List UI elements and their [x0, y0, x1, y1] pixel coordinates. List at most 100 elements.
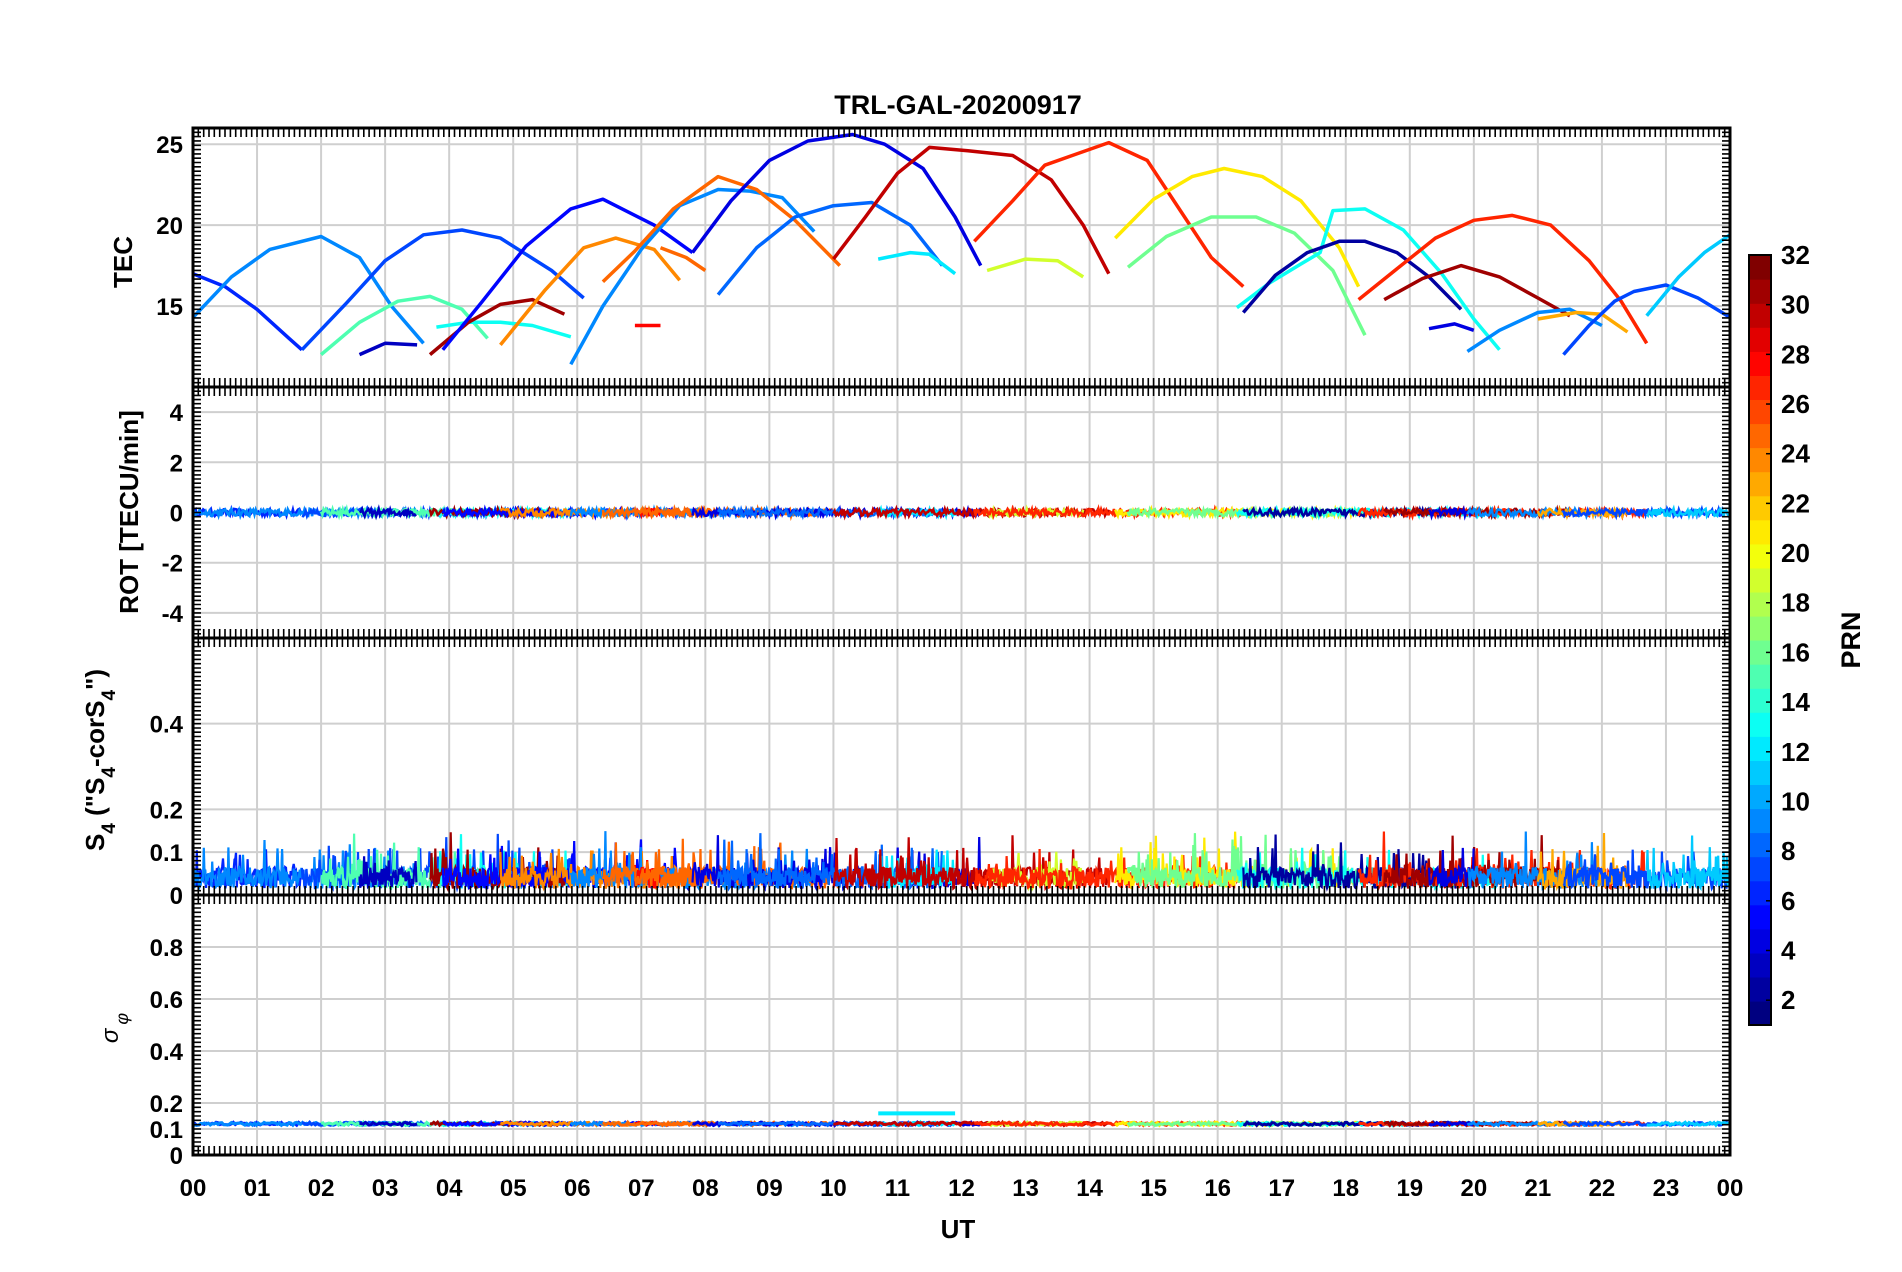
- x-tick-label: 04: [436, 1175, 463, 1202]
- colorbar-tick-label: 26: [1781, 389, 1810, 419]
- x-tick-label: 10: [820, 1175, 847, 1202]
- colorbar-segment: [1749, 351, 1771, 376]
- x-tick-label: 13: [1012, 1175, 1039, 1202]
- colorbar-segment: [1749, 664, 1771, 689]
- colorbar-tick-label: 10: [1781, 786, 1810, 816]
- sigma-phi-ylabel-a: σ: [97, 1027, 124, 1043]
- x-tick-labels: 00 01 02 03 04 05 06 07 08 09 10 11 12 13 14 15 16 17 18 19…: [180, 1175, 1744, 1202]
- x-tick-label: 17: [1268, 1175, 1295, 1202]
- x-tick-label: 03: [372, 1175, 399, 1202]
- tec-series-prn-31: [1383, 263, 1571, 318]
- tec-series-prn-5: [441, 197, 694, 351]
- colorbar-segment: [1749, 688, 1771, 713]
- sigma-phi-ytick-label: 0.4: [150, 1039, 184, 1066]
- tec-ylabel: TEC: [108, 236, 138, 288]
- colorbar-segment: [1749, 519, 1771, 545]
- rot-series-prn-23: [1536, 504, 1629, 521]
- rot-series-prn-4: [1428, 505, 1475, 521]
- tec-panel: 15 20 25: [156, 126, 1732, 389]
- colorbar-segment: [1749, 952, 1771, 978]
- sigma-phi-ytick-label: 0.6: [150, 987, 183, 1014]
- colorbar-tick-label: 24: [1781, 439, 1810, 469]
- x-tick-label: 18: [1332, 1175, 1359, 1202]
- tec-axis-ticks: [192, 127, 1731, 388]
- s4-ylabel-f: 4: [99, 690, 120, 701]
- x-tick-label: 08: [692, 1175, 719, 1202]
- tec-series-prn-2: [1241, 239, 1463, 314]
- tec-series-prn-13: [1235, 207, 1501, 351]
- colorbar-frame: [1748, 254, 1772, 1026]
- colorbar-segment: [1749, 543, 1771, 569]
- tec-series-prn-23: [1537, 310, 1629, 334]
- tec-series-prn-7: [300, 228, 585, 352]
- sigma-phi-ytick-label: 0.8: [150, 935, 183, 962]
- x-tick-label: 00: [1717, 1175, 1744, 1202]
- colorbar-segment: [1749, 1000, 1771, 1026]
- colorbar-segment: [1749, 255, 1771, 280]
- colorbar-segment: [1749, 567, 1771, 593]
- tec-series-prn-25: [659, 246, 707, 272]
- colorbar-segment: [1749, 640, 1771, 665]
- sigma-phi-series-prn-7: [1562, 1119, 1730, 1128]
- s4-series-prn-9: [1467, 831, 1603, 891]
- colorbar-segment: [1749, 736, 1771, 761]
- tec-series-prn-9: [1466, 307, 1603, 353]
- tec-ytick-label: 25: [156, 132, 183, 159]
- sigma-phi-series-prn-3: [359, 1120, 418, 1128]
- rot-series-prn-11: [1645, 504, 1732, 521]
- tec-series-prn-7: [1562, 283, 1731, 356]
- x-tick-label: 15: [1140, 1175, 1167, 1202]
- s4-ylabel: S4 ("S4-corS4"): [80, 669, 120, 851]
- s4-ytick-label: 0.2: [150, 797, 183, 824]
- tec-series-prn-16: [1126, 215, 1367, 336]
- rot-series-prn-25: [659, 504, 707, 519]
- tec-series-prn-6: [192, 272, 304, 352]
- tec-series-prn-12: [877, 250, 957, 276]
- sigma-phi-axis-ticks: [192, 894, 1731, 1156]
- tec-series-prn-4: [691, 132, 983, 267]
- tec-ytick-label: 15: [156, 294, 183, 321]
- s4-ylabel-d: 4: [99, 767, 120, 778]
- colorbar-segment: [1749, 591, 1771, 617]
- sigma-phi-ytick-label: 0.2: [150, 1091, 183, 1118]
- tec-series-prn-21: [1113, 166, 1361, 288]
- colorbar-segment: [1749, 784, 1771, 810]
- colorbar-segment: [1749, 712, 1771, 737]
- x-tick-label: 20: [1460, 1175, 1487, 1202]
- x-tick-label: 02: [308, 1175, 335, 1202]
- tec-series-prn-19: [986, 257, 1085, 279]
- tec-ytick-label: 20: [156, 213, 183, 240]
- colorbar-tick-label: 28: [1781, 339, 1810, 369]
- s4-ytick-label: 0.1: [150, 840, 183, 867]
- s4-axis-ticks: [192, 637, 1731, 896]
- x-tick-label: 09: [756, 1175, 783, 1202]
- x-tick-label: 07: [628, 1175, 655, 1202]
- colorbar-tick-label: 16: [1781, 637, 1810, 667]
- x-tick-label: 16: [1204, 1175, 1231, 1202]
- colorbar-segment: [1749, 832, 1771, 858]
- s4-series-prn-11: [1645, 835, 1731, 892]
- colorbar-tick-label: 22: [1781, 488, 1810, 518]
- s4-ylabel-g: "): [80, 669, 110, 690]
- rot-series-prn-9: [1466, 505, 1604, 521]
- colorbar-segment: [1749, 880, 1771, 906]
- colorbar-segment: [1749, 327, 1771, 352]
- colorbar-tick-label: 12: [1781, 737, 1810, 767]
- x-tick-label: 22: [1589, 1175, 1616, 1202]
- tec-series-prn-24: [499, 236, 682, 347]
- colorbar-segment: [1749, 375, 1771, 400]
- colorbar-tick-label: 6: [1781, 886, 1795, 916]
- tec-series-prn-8: [716, 200, 944, 296]
- rot-ytick-label: 4: [170, 400, 184, 427]
- tec-series-prn-13: [436, 320, 572, 339]
- tec-series-prn-4: [1428, 322, 1475, 332]
- sigma-phi-series-prn-11: [1646, 1120, 1730, 1128]
- sigma-phi-ylabel-b: φ: [112, 1013, 132, 1025]
- x-tick-label: 23: [1653, 1175, 1680, 1202]
- colorbar-tick-label: 20: [1781, 538, 1810, 568]
- s4-ylabel-a: S: [80, 834, 110, 851]
- s4-ytick-label: 0: [170, 883, 183, 910]
- x-tick-label: 21: [1525, 1175, 1552, 1202]
- s4-ytick-label: 0.4: [150, 712, 184, 739]
- colorbar-tick-label: 2: [1781, 985, 1795, 1015]
